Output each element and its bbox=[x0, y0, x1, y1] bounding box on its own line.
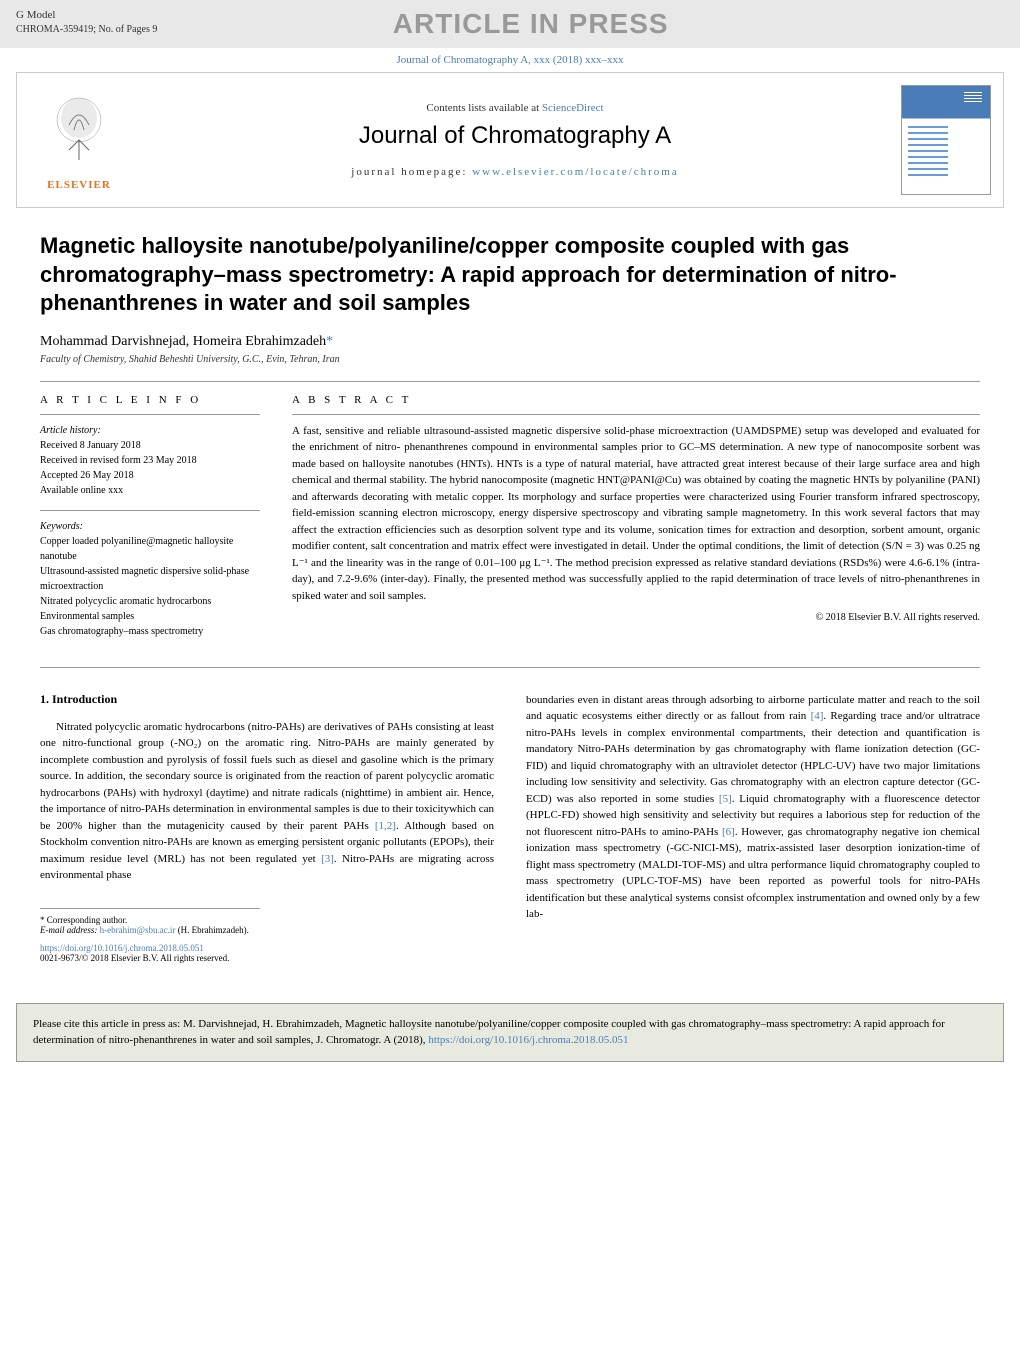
journal-center: Contents lists available at ScienceDirec… bbox=[129, 102, 901, 178]
keywords-block: Keywords: Copper loaded polyaniline@magn… bbox=[40, 519, 260, 639]
citation-doi-link[interactable]: https://doi.org/10.1016/j.chroma.2018.05… bbox=[428, 1034, 628, 1046]
intro-column-left: 1. Introduction Nitrated polycyclic arom… bbox=[40, 692, 494, 963]
press-banner: ARTICLE IN PRESS bbox=[393, 8, 669, 40]
info-abstract-row: A R T I C L E I N F O Article history: R… bbox=[40, 394, 980, 651]
homepage-prefix: journal homepage: bbox=[351, 166, 472, 178]
doi-section: https://doi.org/10.1016/j.chroma.2018.05… bbox=[40, 943, 494, 963]
journal-title: Journal of Chromatography A bbox=[129, 122, 901, 150]
email-label: E-mail address: bbox=[40, 925, 100, 935]
keywords-label: Keywords: bbox=[40, 519, 260, 534]
history-line: Received in revised form 23 May 2018 bbox=[40, 453, 260, 468]
divider bbox=[40, 510, 260, 511]
homepage-link[interactable]: www.elsevier.com/locate/chroma bbox=[472, 166, 679, 178]
intro-text: Nitrated polycyclic aromatic hydrocarbon… bbox=[40, 721, 494, 832]
article-reference: CHROMA-359419; No. of Pages 9 bbox=[16, 23, 157, 37]
corresponding-note: * Corresponding author. bbox=[40, 915, 260, 925]
abstract-heading: A B S T R A C T bbox=[292, 394, 980, 406]
reference-link[interactable]: [5] bbox=[719, 793, 732, 805]
journal-cover-thumbnail bbox=[901, 85, 991, 195]
issn-copyright: 0021-9673/© 2018 Elsevier B.V. All right… bbox=[40, 953, 494, 963]
keyword: Environmental samples bbox=[40, 609, 260, 624]
reference-link[interactable]: [3] bbox=[321, 853, 334, 865]
model-label: G Model bbox=[16, 8, 157, 23]
history-line: Accepted 26 May 2018 bbox=[40, 468, 260, 483]
citation-box: Please cite this article in press as: M.… bbox=[16, 1003, 1004, 1062]
history-line: Received 8 January 2018 bbox=[40, 438, 260, 453]
journal-homepage: journal homepage: www.elsevier.com/locat… bbox=[129, 166, 901, 178]
doi-link[interactable]: https://doi.org/10.1016/j.chroma.2018.05… bbox=[40, 943, 204, 953]
affiliation: Faculty of Chemistry, Shahid Beheshti Un… bbox=[40, 354, 980, 365]
divider bbox=[40, 414, 260, 415]
intro-text: . However, gas chromatography negative i… bbox=[526, 826, 980, 921]
corresponding-marker: * bbox=[326, 334, 333, 349]
abstract-column: A B S T R A C T A fast, sensitive and re… bbox=[292, 394, 980, 651]
keyword: Gas chromatography–mass spectrometry bbox=[40, 624, 260, 639]
journal-citation-link: Journal of Chromatography A, xxx (2018) … bbox=[0, 48, 1020, 72]
email-line: E-mail address: h-ebrahim@sbu.ac.ir (H. … bbox=[40, 925, 260, 935]
article-info-column: A R T I C L E I N F O Article history: R… bbox=[40, 394, 260, 651]
intro-text: . Regarding trace and/or ultratrace nitr… bbox=[526, 710, 980, 805]
keyword: Ultrasound-assisted magnetic dispersive … bbox=[40, 564, 260, 594]
contents-available: Contents lists available at ScienceDirec… bbox=[129, 102, 901, 114]
intro-heading: 1. Introduction bbox=[40, 692, 494, 707]
journal-link[interactable]: Journal of Chromatography A, xxx (2018) … bbox=[397, 54, 624, 66]
intro-paragraph: boundaries even in distant areas through… bbox=[526, 692, 980, 923]
publisher-name: ELSEVIER bbox=[29, 179, 129, 191]
sciencedirect-link[interactable]: ScienceDirect bbox=[542, 102, 604, 114]
email-name: (H. Ebrahimzadeh). bbox=[175, 925, 248, 935]
elsevier-logo: ELSEVIER bbox=[29, 90, 129, 191]
info-heading: A R T I C L E I N F O bbox=[40, 394, 260, 406]
header-bar: G Model CHROMA-359419; No. of Pages 9 AR… bbox=[0, 0, 1020, 48]
keyword: Nitrated polycyclic aromatic hydrocarbon… bbox=[40, 594, 260, 609]
copyright: © 2018 Elsevier B.V. All rights reserved… bbox=[292, 612, 980, 623]
article-history: Article history: Received 8 January 2018… bbox=[40, 423, 260, 498]
history-label: Article history: bbox=[40, 423, 260, 438]
reference-link[interactable]: [6] bbox=[722, 826, 735, 838]
elsevier-tree-icon bbox=[39, 90, 119, 170]
divider bbox=[40, 381, 980, 382]
reference-link[interactable]: [4] bbox=[811, 710, 824, 722]
header-left: G Model CHROMA-359419; No. of Pages 9 bbox=[16, 8, 157, 37]
divider bbox=[40, 667, 980, 668]
intro-paragraph: Nitrated polycyclic aromatic hydrocarbon… bbox=[40, 719, 494, 884]
keyword: Copper loaded polyaniline@magnetic hallo… bbox=[40, 534, 260, 564]
introduction-section: 1. Introduction Nitrated polycyclic arom… bbox=[40, 692, 980, 963]
email-link[interactable]: h-ebrahim@sbu.ac.ir bbox=[100, 925, 176, 935]
article-content: Magnetic halloysite nanotube/polyaniline… bbox=[0, 208, 1020, 987]
intro-column-right: boundaries even in distant areas through… bbox=[526, 692, 980, 963]
reference-link[interactable]: [1,2] bbox=[375, 820, 396, 832]
footnote: * Corresponding author. E-mail address: … bbox=[40, 908, 260, 935]
journal-header: ELSEVIER Contents lists available at Sci… bbox=[16, 72, 1004, 208]
history-line: Available online xxx bbox=[40, 483, 260, 498]
author-names: Mohammad Darvishnejad, Homeira Ebrahimza… bbox=[40, 334, 326, 349]
contents-prefix: Contents lists available at bbox=[426, 102, 541, 114]
divider bbox=[292, 414, 980, 415]
authors: Mohammad Darvishnejad, Homeira Ebrahimza… bbox=[40, 334, 980, 350]
abstract-text: A fast, sensitive and reliable ultrasoun… bbox=[292, 423, 980, 605]
article-title: Magnetic halloysite nanotube/polyaniline… bbox=[40, 232, 980, 318]
